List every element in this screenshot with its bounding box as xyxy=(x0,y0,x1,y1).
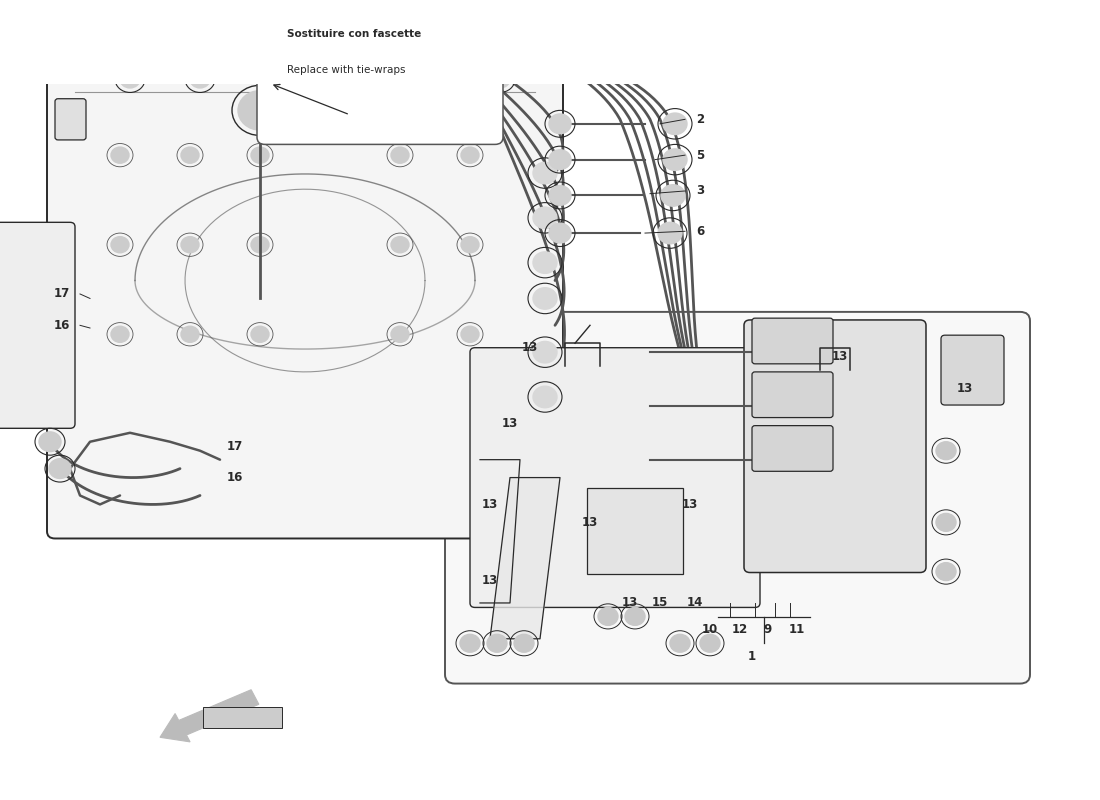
Circle shape xyxy=(663,113,688,134)
Text: Replace with tie-wraps: Replace with tie-wraps xyxy=(287,65,406,75)
Circle shape xyxy=(661,185,685,206)
Circle shape xyxy=(663,149,688,170)
Circle shape xyxy=(390,147,409,163)
Polygon shape xyxy=(490,478,560,638)
Text: 13: 13 xyxy=(482,574,498,587)
Text: 9: 9 xyxy=(763,623,772,636)
Circle shape xyxy=(487,634,507,652)
Text: 16: 16 xyxy=(227,471,243,484)
Text: 15: 15 xyxy=(652,597,668,610)
Text: 13: 13 xyxy=(621,597,638,610)
FancyBboxPatch shape xyxy=(744,320,926,573)
Circle shape xyxy=(534,288,557,309)
Circle shape xyxy=(390,326,409,342)
Text: 6: 6 xyxy=(696,225,704,238)
Circle shape xyxy=(936,442,956,460)
Text: 5: 5 xyxy=(696,149,704,162)
Circle shape xyxy=(670,634,690,652)
FancyBboxPatch shape xyxy=(752,372,833,418)
FancyBboxPatch shape xyxy=(752,318,833,364)
FancyBboxPatch shape xyxy=(446,312,1030,683)
Circle shape xyxy=(50,458,72,478)
Text: 13: 13 xyxy=(502,418,518,430)
Circle shape xyxy=(182,147,199,163)
Text: 10: 10 xyxy=(702,623,718,636)
Circle shape xyxy=(460,634,480,652)
FancyBboxPatch shape xyxy=(752,426,833,471)
Circle shape xyxy=(514,634,534,652)
Circle shape xyxy=(111,326,129,342)
Circle shape xyxy=(700,634,720,652)
Circle shape xyxy=(182,326,199,342)
Circle shape xyxy=(534,162,557,184)
Text: 16: 16 xyxy=(54,319,70,332)
Circle shape xyxy=(120,70,140,88)
Text: 3: 3 xyxy=(696,185,704,198)
FancyBboxPatch shape xyxy=(587,488,683,574)
Circle shape xyxy=(658,222,682,244)
Circle shape xyxy=(39,432,60,452)
Text: 13: 13 xyxy=(832,350,848,363)
Circle shape xyxy=(549,150,571,170)
Circle shape xyxy=(251,147,270,163)
Circle shape xyxy=(936,514,956,531)
FancyBboxPatch shape xyxy=(257,0,503,145)
FancyBboxPatch shape xyxy=(940,335,1004,405)
Circle shape xyxy=(390,70,410,88)
Text: a passion for parts since 1985: a passion for parts since 1985 xyxy=(420,460,820,567)
Circle shape xyxy=(461,237,478,253)
Circle shape xyxy=(461,326,478,342)
Text: 14: 14 xyxy=(686,597,703,610)
Text: eurospares: eurospares xyxy=(306,198,934,506)
Text: 13: 13 xyxy=(682,498,698,511)
FancyArrow shape xyxy=(160,690,258,742)
Circle shape xyxy=(936,562,956,581)
Text: 11: 11 xyxy=(789,623,805,636)
Circle shape xyxy=(461,147,478,163)
Text: 2: 2 xyxy=(696,113,704,126)
Circle shape xyxy=(111,237,129,253)
Text: 1: 1 xyxy=(748,650,756,663)
Circle shape xyxy=(534,252,557,274)
Text: 12: 12 xyxy=(732,623,748,636)
Circle shape xyxy=(417,13,433,27)
Circle shape xyxy=(625,607,645,626)
FancyBboxPatch shape xyxy=(204,707,282,728)
Circle shape xyxy=(190,70,210,88)
FancyBboxPatch shape xyxy=(470,348,760,607)
Circle shape xyxy=(549,114,571,134)
Circle shape xyxy=(598,607,618,626)
Circle shape xyxy=(490,70,510,88)
Circle shape xyxy=(534,386,557,408)
Circle shape xyxy=(549,186,571,206)
Circle shape xyxy=(534,207,557,229)
Text: 13: 13 xyxy=(521,342,538,354)
FancyBboxPatch shape xyxy=(47,58,563,538)
Circle shape xyxy=(390,237,409,253)
Circle shape xyxy=(238,90,282,130)
Circle shape xyxy=(290,70,310,88)
FancyBboxPatch shape xyxy=(55,98,86,140)
Text: 17: 17 xyxy=(54,287,70,301)
Circle shape xyxy=(549,223,571,243)
Circle shape xyxy=(182,237,199,253)
FancyBboxPatch shape xyxy=(0,222,75,428)
Text: 13: 13 xyxy=(957,382,974,394)
Text: Sostituire con fascette: Sostituire con fascette xyxy=(287,30,421,39)
Text: 13: 13 xyxy=(482,498,498,511)
Circle shape xyxy=(534,342,557,363)
Circle shape xyxy=(111,147,129,163)
Circle shape xyxy=(251,237,270,253)
Text: 13: 13 xyxy=(582,516,598,529)
Circle shape xyxy=(251,326,270,342)
Text: 17: 17 xyxy=(227,440,243,453)
